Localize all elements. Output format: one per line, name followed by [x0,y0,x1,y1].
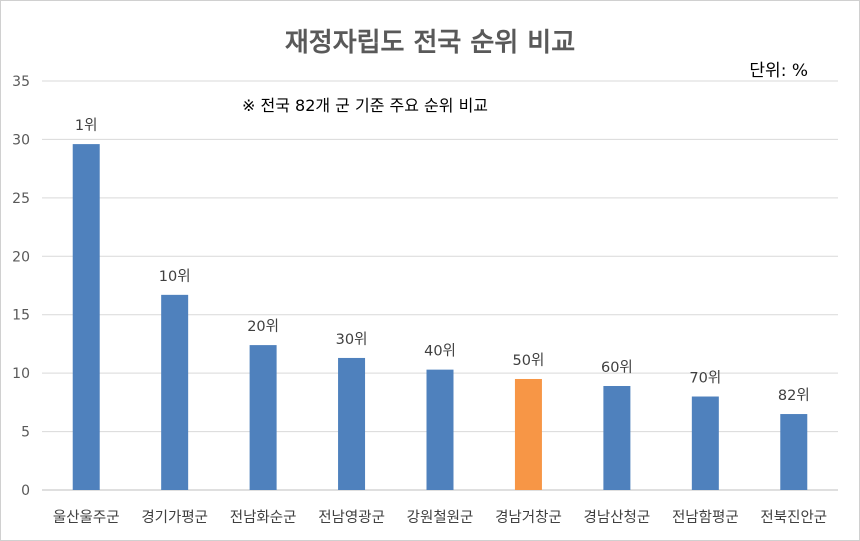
data-labels: 1위 10위 20위 30위 40위 50위 60위 70위 82위 [75,117,810,404]
x-tick-label: 강원철원군 [407,509,474,526]
data-label: 40위 [424,343,456,360]
x-axis: 울산울주군 경기가평군 전남화순군 전남영광군 강원철원군 경남거창군 경남산청군 전남함평군… [53,509,827,526]
x-tick-label: 전남영광군 [318,509,385,526]
data-label: 1위 [75,117,98,134]
bar [338,357,366,490]
data-label: 82위 [778,387,810,404]
data-label: 30위 [336,331,368,348]
x-tick-label: 전북진안군 [760,509,827,526]
data-label: 70위 [689,370,721,387]
bar [426,369,454,490]
bar [691,396,719,490]
x-tick-label: 경남거창군 [495,509,562,526]
y-tick-label: 5 [21,425,30,441]
bar [514,378,542,490]
bar [72,144,100,491]
chart-note: ※ 전국 82개 군 기준 주요 순위 비교 [242,96,489,115]
data-label: 50위 [513,352,545,369]
chart-title: 재정자립도 전국 순위 비교 [284,28,576,58]
bar [249,345,277,490]
data-label: 60위 [601,359,633,376]
x-tick-label: 경남산청군 [584,509,651,526]
y-tick-label: 15 [12,308,30,324]
unit-label: 단위: % [749,61,808,81]
x-tick-label: 전남화순군 [230,509,297,526]
y-axis: 0 5 10 15 20 25 30 35 [12,74,30,499]
x-tick-label: 전남함평군 [672,509,739,526]
y-tick-label: 25 [12,191,30,207]
data-label: 20위 [247,318,279,335]
x-tick-label: 경기가평군 [141,509,208,526]
bar [161,294,189,490]
data-label: 10위 [159,268,191,285]
y-tick-label: 0 [21,483,30,499]
bar [780,414,808,490]
y-tick-label: 10 [12,366,30,382]
x-tick-label: 울산울주군 [53,509,120,526]
y-tick-label: 35 [12,74,30,90]
y-tick-label: 30 [12,132,30,148]
bar [603,385,631,490]
bars [72,144,808,491]
y-tick-label: 20 [12,249,30,265]
